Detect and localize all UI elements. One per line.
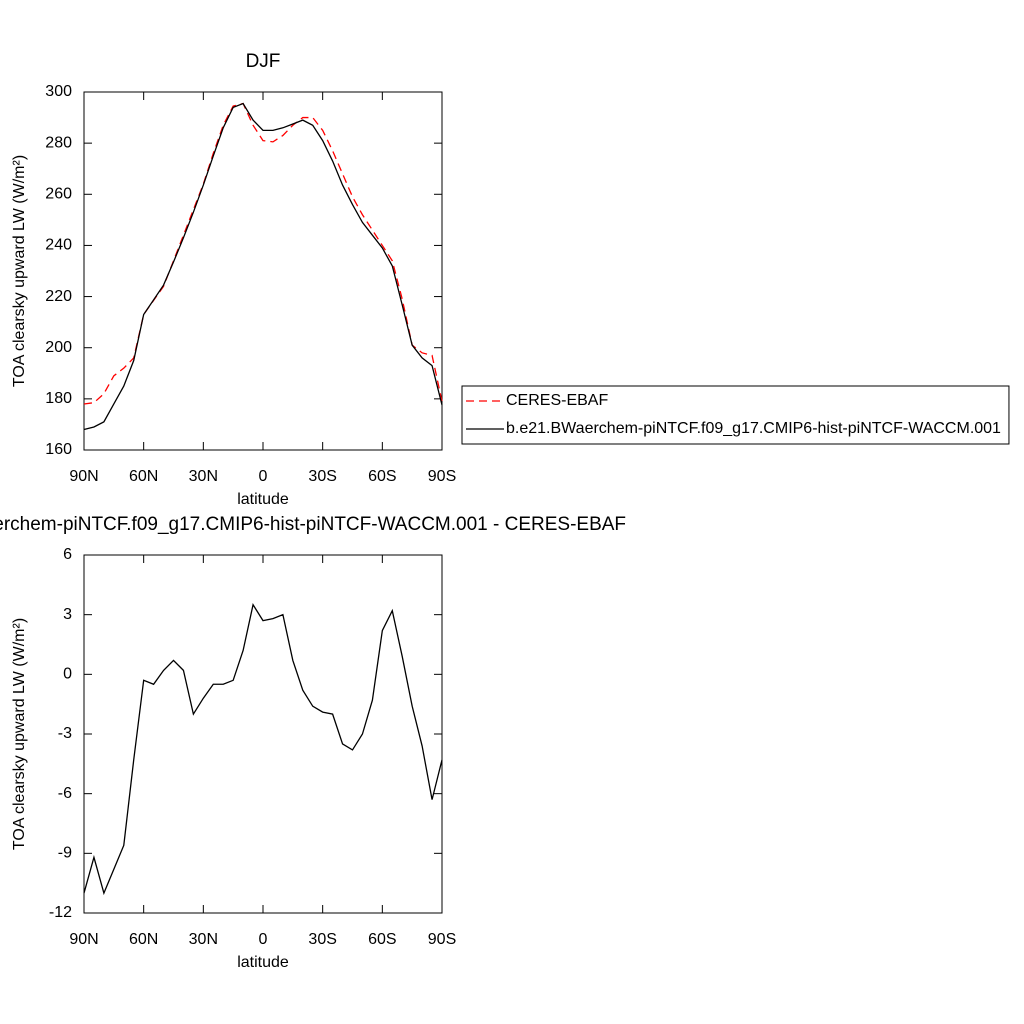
x-tick-label: 60S xyxy=(368,931,396,948)
y-axis-label: TOA clearsky upward LW (W/m²) xyxy=(11,155,28,387)
x-tick-label: 30S xyxy=(308,931,336,948)
y-tick-label: -12 xyxy=(49,904,72,921)
x-tick-label: 60S xyxy=(368,468,396,485)
plot-frame xyxy=(83,91,443,451)
data-line xyxy=(83,603,443,896)
x-tick-label: 30N xyxy=(189,931,218,948)
legend-label: CERES-EBAF xyxy=(506,392,608,409)
y-tick-label: 6 xyxy=(63,546,72,563)
chart-title: b.e21.BWaerchem-piNTCF.f09_g17.CMIP6-his… xyxy=(0,514,626,535)
x-tick-label: 0 xyxy=(259,931,268,948)
y-tick-label: 240 xyxy=(45,237,72,254)
x-tick-label: 60N xyxy=(129,931,158,948)
y-tick-label: 280 xyxy=(45,134,72,151)
y-tick-label: 0 xyxy=(63,666,72,683)
data-line xyxy=(83,102,443,405)
y-tick-label: 300 xyxy=(45,83,72,100)
x-tick-label: 90N xyxy=(69,931,98,948)
legend-label: b.e21.BWaerchem-piNTCF.f09_g17.CMIP6-his… xyxy=(506,420,1001,437)
data-line xyxy=(83,102,443,431)
plot-frame xyxy=(83,554,443,914)
y-tick-label: 260 xyxy=(45,186,72,203)
y-tick-label: -3 xyxy=(58,725,72,742)
x-tick-label: 30S xyxy=(308,468,336,485)
y-tick-label: -9 xyxy=(58,845,72,862)
y-tick-label: -6 xyxy=(58,785,72,802)
x-axis-label: latitude xyxy=(237,954,289,971)
x-tick-label: 90S xyxy=(428,468,456,485)
y-tick-label: 160 xyxy=(45,441,72,458)
x-tick-label: 0 xyxy=(259,468,268,485)
x-tick-label: 30N xyxy=(189,468,218,485)
x-axis-label: latitude xyxy=(237,491,289,508)
y-tick-label: 3 xyxy=(63,606,72,623)
legend-frame xyxy=(461,385,1010,445)
chart-title: DJF xyxy=(246,51,281,72)
x-tick-label: 90N xyxy=(69,468,98,485)
x-tick-label: 60N xyxy=(129,468,158,485)
y-tick-label: 200 xyxy=(45,339,72,356)
y-tick-label: 180 xyxy=(45,390,72,407)
x-tick-label: 90S xyxy=(428,931,456,948)
y-tick-label: 220 xyxy=(45,288,72,305)
y-axis-label: TOA clearsky upward LW (W/m²) xyxy=(11,618,28,850)
